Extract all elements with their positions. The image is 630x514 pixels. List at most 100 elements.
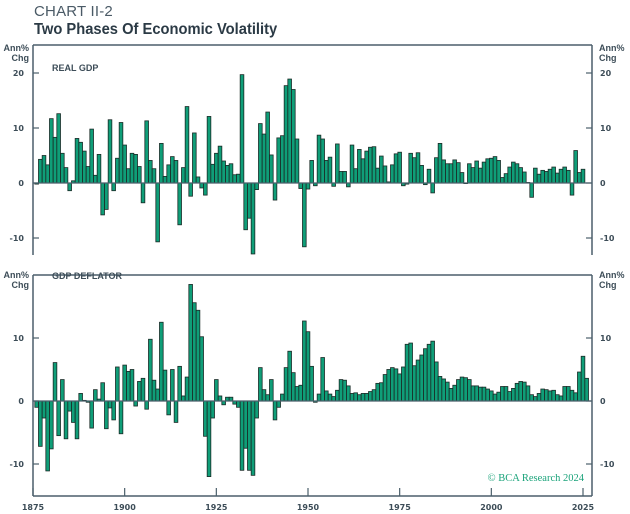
real-gdp-bar-1960: [342, 171, 347, 184]
real-gdp-bar-1974: [393, 153, 399, 184]
real-gdp-bar-1986: [437, 142, 443, 184]
real-gdp-bar-1999: [485, 158, 490, 184]
real-gdp-bar-1953: [316, 134, 322, 184]
gdp-deflator-bar-1923: [206, 400, 212, 477]
real-gdp-bar-1893: [96, 153, 102, 184]
real-gdp-bar-1910: [159, 142, 164, 184]
gdp-deflator-bar-1994: [467, 379, 472, 402]
gdp-deflator-bar-1936: [254, 400, 259, 419]
gdp-deflator-bar-2002: [496, 391, 501, 402]
real-gdp-bar-2018: [555, 172, 560, 184]
gdp-deflator-bar-1909: [155, 388, 160, 402]
gdp-deflator-bar-1965: [360, 393, 366, 402]
real-gdp-bar-1945: [287, 78, 292, 184]
gdp-deflator-bar-1882: [56, 400, 61, 437]
gdp-deflator-bar-1938: [261, 389, 267, 402]
gdp-deflator-bar-1993: [463, 377, 468, 402]
gdp-deflator-bar-2011: [529, 394, 534, 402]
real-gdp-bar-1943: [280, 135, 285, 184]
gdp-deflator-bar-1964: [357, 394, 362, 402]
gdp-deflator-bar-1966: [364, 393, 369, 402]
gdp-deflator-bar-1912: [166, 400, 171, 416]
real-gdp-bar-1941: [272, 182, 278, 201]
real-gdp-axes: 20 20 10 10 0 0 -10 -10: [10, 44, 615, 255]
gdp-deflator-right-unit-line2: Chg: [599, 280, 617, 290]
gdp-deflator-bar-1914: [173, 400, 179, 423]
gdp-deflator-bar-1978: [408, 342, 413, 402]
gdp-deflator-bar-1955: [324, 390, 329, 402]
gdp-deflator-bar-2021: [566, 386, 571, 402]
gdp-deflator-bar-1973: [390, 367, 395, 402]
gdp-deflator-bar-1945: [287, 350, 292, 402]
gdp-deflator-bar-1891: [89, 400, 94, 429]
real-gdp-left-tick-label: 0: [18, 179, 24, 188]
x-tick-label-1950: 1950: [297, 503, 320, 512]
gdp-deflator-left-unit-line2: Chg: [12, 280, 30, 290]
gdp-deflator-bar-1998: [481, 386, 487, 402]
gdp-deflator-bar-1903: [133, 400, 138, 407]
gdp-deflator-bar-1947: [294, 386, 300, 402]
real-gdp-bar-1956: [327, 156, 333, 184]
gdp-deflator-bar-1887: [74, 400, 80, 440]
real-gdp-bar-2014: [540, 169, 545, 184]
gdp-deflator-bar-2001: [492, 393, 498, 402]
gdp-deflator-bar-1926: [217, 395, 223, 402]
gdp-deflator-bar-2013: [536, 393, 542, 402]
real-gdp-bar-1934: [247, 182, 252, 219]
real-gdp-bar-1905: [140, 182, 146, 204]
real-gdp-bar-1924: [210, 163, 215, 184]
real-gdp-bar-1969: [375, 167, 380, 184]
real-gdp-bar-1936: [254, 182, 259, 190]
gdp-deflator-bar-1986: [437, 376, 443, 402]
real-gdp-bar-1984: [430, 182, 435, 194]
real-gdp-bar-1913: [170, 156, 175, 184]
real-gdp-bar-1878: [41, 155, 47, 184]
gdp-deflator-left-tick-label: 10: [13, 334, 25, 343]
real-gdp-bar-1951: [309, 160, 314, 184]
real-gdp-left-tick-label: 20: [13, 69, 25, 78]
real-gdp-bar-1988: [445, 163, 450, 184]
real-gdp-bar-1979: [412, 157, 417, 184]
real-gdp-right-tick-label: 20: [600, 69, 612, 78]
gdp-deflator-bar-1977: [404, 343, 410, 402]
gdp-deflator-bar-2003: [500, 386, 505, 402]
gdp-deflator-bar-1980: [415, 359, 421, 402]
gdp-deflator-bar-1969: [375, 382, 380, 402]
gdp-deflator-bar-1907: [148, 338, 153, 402]
gdp-deflator-bar-1885: [67, 400, 72, 412]
real-gdp-bar-1896: [107, 119, 113, 184]
gdp-deflator-bar-1972: [386, 369, 391, 402]
x-tick-label-1900: 1900: [114, 503, 137, 512]
real-gdp-bar-1958: [335, 143, 340, 184]
gdp-deflator-bar-1932: [239, 400, 245, 471]
real-gdp-bar-2023: [573, 150, 578, 184]
real-gdp-bar-1949: [302, 182, 307, 248]
real-gdp-bar-1903: [133, 153, 138, 184]
gdp-deflator-bar-1877: [38, 400, 43, 447]
gdp-deflator-bar-1941: [272, 400, 278, 421]
real-gdp-bar-1967: [368, 146, 373, 184]
real-gdp-bar-1928: [225, 164, 230, 184]
gdp-deflator-bar-1960: [342, 379, 347, 402]
gdp-deflator-bar-1950: [305, 331, 311, 402]
real-gdp-bar-1879: [45, 164, 50, 184]
gdp-deflator-bar-1984: [430, 340, 435, 402]
gdp-deflator-bar-2020: [562, 386, 567, 402]
gdp-deflator-bar-1991: [456, 379, 461, 402]
real-gdp-bar-1970: [379, 155, 384, 184]
gdp-deflator-bar-1949: [302, 320, 307, 402]
gdp-deflator-bar-1911: [162, 369, 168, 402]
real-gdp-bar-1890: [85, 166, 91, 184]
gdp-deflator-bar-1900: [122, 364, 127, 402]
gdp-deflator-bar-1894: [100, 382, 105, 402]
gdp-deflator-bar-1931: [236, 400, 241, 408]
gdp-deflator-bar-1976: [401, 366, 406, 402]
real-gdp-bar-1947: [294, 138, 300, 184]
gdp-deflator-bar-1899: [118, 400, 124, 435]
gdp-deflator-bar-1975: [397, 373, 402, 402]
real-gdp-bar-1998: [481, 161, 487, 184]
gdp-deflator-bar-2007: [514, 382, 520, 402]
real-gdp-bar-1880: [49, 118, 54, 184]
gdp-deflator-bar-1988: [445, 381, 450, 402]
gdp-deflator-bar-2009: [522, 381, 527, 402]
